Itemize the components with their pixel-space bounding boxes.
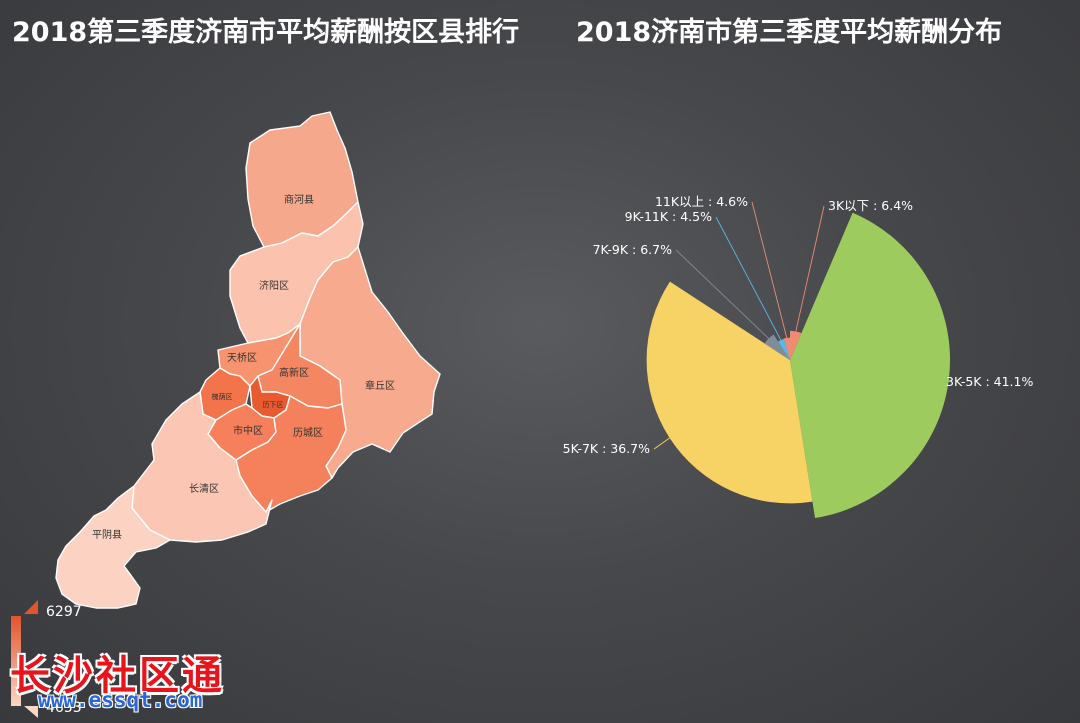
- salary-distribution-pie: 3K以下 : 6.4% 3K-5K : 41.1% 5K-7K : 36.7% 7K-…: [563, 194, 1034, 519]
- watermark-name: 长沙社区通: [10, 653, 225, 699]
- district-label: 高新区: [279, 366, 309, 379]
- visual-map-max-handle[interactable]: [24, 600, 38, 614]
- pie-leader-line: [653, 437, 670, 450]
- pie-slice[interactable]: [764, 334, 790, 360]
- pie-slice[interactable]: [790, 212, 951, 519]
- pie-leader-line: [941, 379, 949, 383]
- district-changqing[interactable]: [131, 391, 273, 543]
- pie-leader-lines: [653, 201, 949, 450]
- pie-leader-line: [675, 249, 769, 339]
- pie-leader-line: [715, 216, 782, 341]
- jinan-district-map: 商河县 济阳区 天桥区 高新区 章丘区 槐荫区 历下区 市中区 历城区 长清区 …: [55, 111, 441, 609]
- district-label: 平阴县: [92, 529, 122, 541]
- pie-slice[interactable]: [646, 281, 813, 504]
- watermark-url: www.essqt.com: [38, 688, 203, 712]
- pie-slice-label: 3K-5K : 41.1%: [946, 374, 1033, 389]
- district-labels: 商河县 济阳区 天桥区 高新区 章丘区 槐荫区 历下区 市中区 历城区 长清区 …: [92, 193, 395, 541]
- visual-map-max-label: 6297: [46, 604, 82, 620]
- district-label: 历城区: [293, 427, 323, 439]
- pie-leader-line: [751, 201, 788, 338]
- pie-title: 2018济南市第三季度平均薪酬分布: [576, 17, 1003, 48]
- pie-slice-label: 7K-9K : 6.7%: [593, 242, 673, 257]
- pie-labels: 3K以下 : 6.4% 3K-5K : 41.1% 5K-7K : 36.7% 7K-…: [563, 194, 1034, 456]
- district-label: 历下区: [263, 401, 284, 409]
- district-licheng[interactable]: [235, 395, 347, 513]
- pie-slices: [646, 212, 951, 519]
- pie-slice[interactable]: [783, 337, 790, 360]
- visual-map-bar: [11, 616, 21, 706]
- district-pingyin[interactable]: [55, 485, 171, 609]
- district-label: 槐荫区: [212, 392, 233, 401]
- pie-slice[interactable]: [778, 338, 790, 360]
- pie-slice-label: 11K以上 : 4.6%: [655, 194, 748, 209]
- district-label: 天桥区: [227, 352, 257, 364]
- map-title: 2018第三季度济南市平均薪酬按区县排行: [12, 17, 520, 48]
- district-label: 章丘区: [365, 379, 395, 392]
- pie-slice-label: 3K以下 : 6.4%: [828, 198, 913, 213]
- visual-map-legend[interactable]: 6297 4653: [11, 600, 82, 718]
- pie-leader-line: [795, 205, 825, 332]
- district-label: 长清区: [189, 482, 219, 495]
- pie-slice-label: 5K-7K : 36.7%: [563, 441, 650, 456]
- visual-map-min-label: 4653: [46, 700, 82, 716]
- pie-slice[interactable]: [790, 330, 802, 360]
- district-label: 市中区: [233, 424, 263, 437]
- district-label: 商河县: [284, 193, 314, 206]
- pie-slice-label: 9K-11K : 4.5%: [625, 209, 712, 224]
- visual-map-min-handle[interactable]: [24, 706, 38, 718]
- district-label: 济阳区: [259, 279, 289, 292]
